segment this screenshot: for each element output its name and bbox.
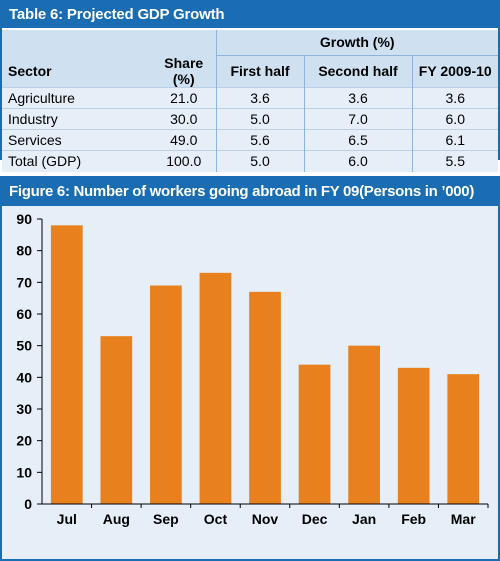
x-tick-label: Aug [103,511,130,527]
x-tick-label: Oct [204,511,228,527]
group-header-spacer [2,30,132,55]
column-header-first-half: First half [215,55,304,88]
cell-sector: Agriculture [2,87,132,109]
bar-chart: 0 10 20 30 40 50 60 70 80 90 Jul Aug Sep Oct Nov Dec Jan… [16,211,489,527]
bar [249,291,281,504]
column-header-second-half: Second half [303,55,412,88]
cell-second-half: 6.5 [303,129,412,151]
bar [150,285,182,504]
bar [298,364,331,504]
gdp-table: Growth (%) Sector Share (%) First half S… [2,30,498,172]
column-header-share: Share (%) [132,55,216,88]
bar [100,336,133,504]
group-header-spacer [132,30,216,55]
cell-fy: 3.6 [411,87,498,109]
cell-fy: 6.0 [411,108,498,130]
table-group-header-row: Growth (%) [2,30,498,56]
x-tick-label: Mar [451,511,476,527]
x-tick-label: Dec [302,511,328,527]
bar [397,367,430,504]
y-tick-label: 40 [16,369,32,385]
cell-fy: 6.1 [411,129,498,151]
table-row: Services 49.0 5.6 6.5 6.1 [2,129,498,151]
table-title: Table 6: Projected GDP Growth [2,2,498,28]
cell-share: 21.0 [132,87,216,109]
gdp-table-panel: Table 6: Projected GDP Growth Growth (%)… [0,0,500,172]
cell-share: 30.0 [132,108,216,130]
cell-second-half: 7.0 [303,108,412,130]
x-tick-label: Jan [352,511,376,527]
cell-second-half: 3.6 [303,87,412,109]
table-row: Total (GDP) 100.0 5.0 6.0 5.5 [2,150,498,172]
bar [348,345,380,504]
cell-share: 100.0 [132,150,216,172]
y-tick-label: 60 [16,306,32,322]
bar [50,225,83,505]
growth-group-header: Growth (%) [215,30,498,56]
cell-second-half: 6.0 [303,150,412,172]
y-tick-label: 30 [16,401,32,417]
table-column-header-row: Sector Share (%) First half Second half … [2,55,498,88]
cell-sector: Industry [2,108,132,130]
table-row: Industry 30.0 5.0 7.0 6.0 [2,108,498,130]
x-tick-label: Nov [252,511,279,527]
y-tick-label: 90 [16,211,32,227]
x-tick-label: Feb [401,511,426,527]
y-tick-label: 80 [16,243,32,259]
cell-first-half: 3.6 [215,87,304,109]
cell-sector: Services [2,129,132,151]
workers-chart-panel: Figure 6: Number of workers going abroad… [0,176,500,561]
y-tick-label: 20 [16,433,32,449]
cell-fy: 5.5 [411,150,498,172]
y-tick-label: 70 [16,274,32,290]
y-tick-label: 0 [24,496,32,512]
cell-first-half: 5.0 [215,150,304,172]
chart-plot-area: 0 10 20 30 40 50 60 70 80 90 Jul Aug Sep Oct Nov Dec Jan… [2,206,498,559]
x-tick-label: Sep [153,511,179,527]
bar [199,272,232,504]
cell-share: 49.0 [132,129,216,151]
bar [447,374,480,504]
table-row: Agriculture 21.0 3.6 3.6 3.6 [2,87,498,109]
cell-first-half: 5.0 [215,108,304,130]
x-tick-label: Jul [57,511,77,527]
column-header-fy: FY 2009-10 [411,55,498,88]
cell-first-half: 5.6 [215,129,304,151]
column-header-sector: Sector [2,55,132,88]
y-tick-label: 50 [16,338,32,354]
figure-title: Figure 6: Number of workers going abroad… [2,178,498,206]
cell-sector: Total (GDP) [2,150,132,172]
y-tick-label: 10 [16,464,32,480]
